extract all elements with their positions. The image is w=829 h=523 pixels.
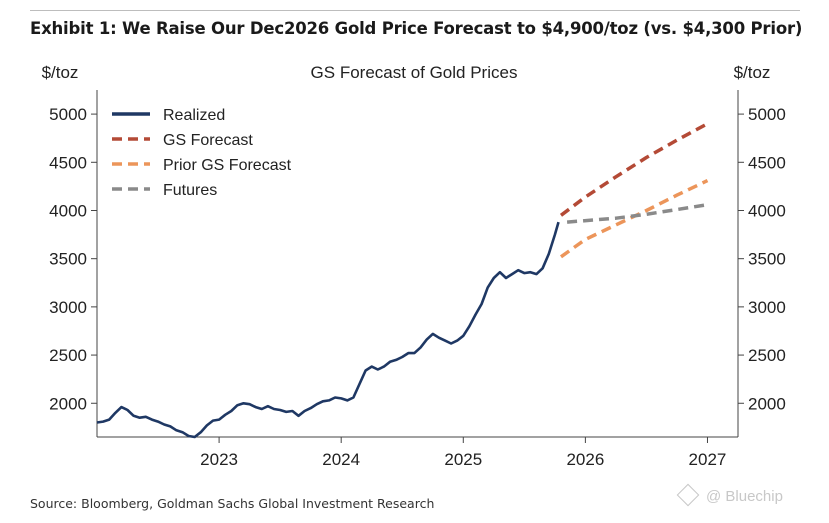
watermark: @ Bluechip	[676, 483, 783, 507]
y-tick-label-right: 2500	[748, 346, 786, 365]
y-tick-label-right: 5000	[748, 105, 786, 124]
y-tick-label-left: 5000	[49, 105, 87, 124]
series-line-realized	[96, 221, 560, 439]
watermark-text: @ Bluechip	[706, 488, 783, 505]
x-tick-label: 2026	[566, 450, 604, 469]
y-tick-label-right: 2000	[748, 394, 786, 413]
legend-label-realized: Realized	[163, 107, 225, 124]
legend: Realized GS Forecast Prior GS Forecast Futu…	[112, 107, 292, 199]
y-tick-label-left: 3500	[49, 250, 87, 269]
legend-label-gs-forecast: GS Forecast	[163, 132, 253, 149]
left-axis-unit: $/toz	[42, 63, 79, 82]
y-tick-label-right: 4500	[748, 153, 786, 172]
diamond-logo-icon	[676, 483, 700, 507]
series-line-prior-gs-forecast	[559, 179, 709, 259]
legend-label-prior-gs-forecast: Prior GS Forecast	[163, 157, 292, 174]
chart-title: GS Forecast of Gold Prices	[311, 63, 518, 82]
series-line-futures	[566, 202, 708, 224]
y-tick-label-left: 2000	[49, 394, 87, 413]
x-tick-label: 2023	[200, 450, 238, 469]
y-tick-label-right: 4000	[748, 201, 786, 220]
chart-marks: 2000 2000 2500 2500 3000 3000 3500 3500 4000 4000…	[49, 105, 786, 469]
legend-label-futures: Futures	[163, 182, 217, 199]
y-tick-label-left: 3000	[49, 298, 87, 317]
source-note: Source: Bloomberg, Goldman Sachs Global …	[30, 496, 435, 511]
y-tick-label-left: 4000	[49, 201, 87, 220]
top-rule	[30, 10, 800, 11]
right-axis-unit: $/toz	[734, 63, 771, 82]
exhibit-title: Exhibit 1: We Raise Our Dec2026 Gold Pri…	[30, 19, 803, 38]
y-tick-label-left: 2500	[49, 346, 87, 365]
y-tick-label-right: 3500	[748, 250, 786, 269]
y-tick-label-left: 4500	[49, 153, 87, 172]
x-tick-label: 2027	[689, 450, 727, 469]
x-tick-label: 2025	[444, 450, 482, 469]
y-tick-label-right: 3000	[748, 298, 786, 317]
x-tick-label: 2024	[322, 450, 360, 469]
series-line-gs-forecast	[559, 122, 709, 217]
